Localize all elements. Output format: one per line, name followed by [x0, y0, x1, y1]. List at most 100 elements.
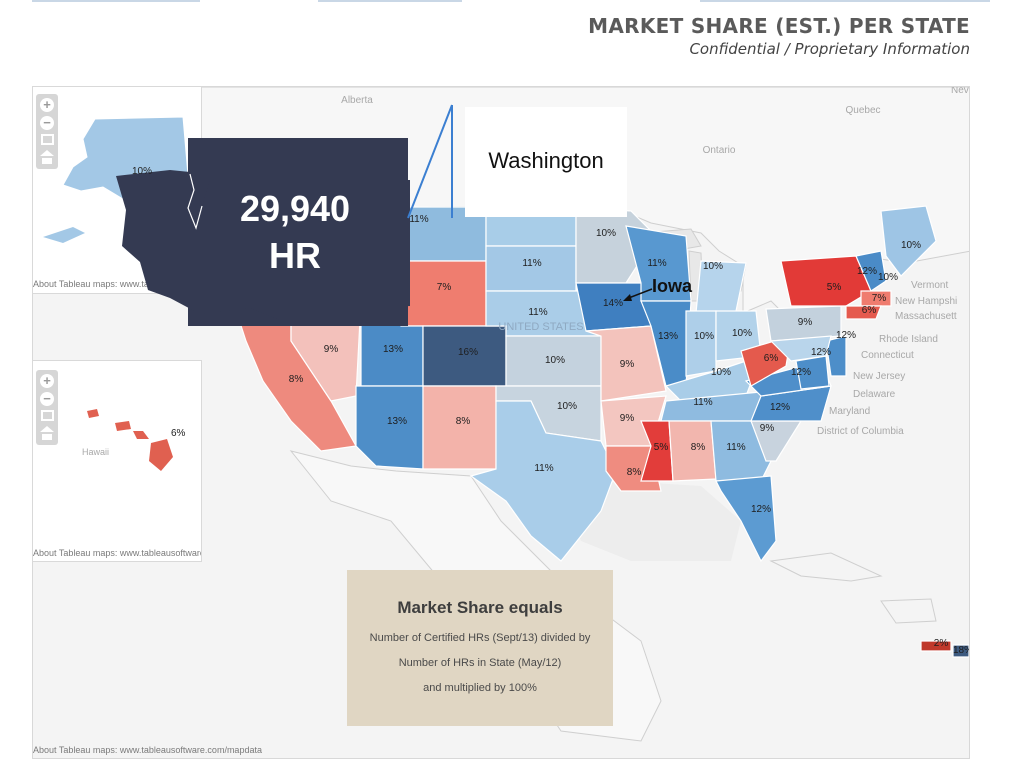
share-label-delaware: 12%	[836, 330, 856, 341]
share-label-arkansas: 9%	[620, 413, 635, 424]
zoom-out-icon[interactable]: −	[40, 116, 54, 130]
share-label-new-jersey: 12%	[811, 347, 831, 358]
share-label-illinois: 13%	[658, 331, 678, 342]
state-maine[interactable]	[880, 205, 937, 277]
state-puerto-rico[interactable]	[920, 640, 952, 652]
kauai	[87, 409, 99, 418]
state-pennsylvania[interactable]	[765, 305, 842, 342]
geo-label-rhode-island: Rhode Island	[879, 334, 938, 345]
home-icon[interactable]	[36, 426, 58, 440]
share-label-colorado: 16%	[458, 347, 478, 358]
share-label-iowa: 14%	[603, 298, 623, 309]
hawaii-credit[interactable]: About Tableau maps: www.tableausoftware.…	[33, 548, 201, 558]
share-label-california: 8%	[289, 374, 304, 385]
hawaii-map-controls: + −	[36, 370, 58, 445]
state-new-jersey[interactable]	[825, 335, 847, 377]
washington-hr-count: 29,940	[239, 188, 351, 229]
definition-line-1: Number of Certified HRs (Sept/13) divide…	[369, 632, 591, 644]
aleutians	[43, 227, 85, 243]
geo-label-new-hampshire: New Hampshi	[895, 296, 957, 307]
share-label-alabama: 8%	[691, 442, 706, 453]
geo-label-connecticut: Connecticut	[861, 350, 914, 361]
main-map-credit[interactable]: About Tableau maps: www.tableausoftware.…	[33, 745, 262, 755]
select-icon[interactable]	[40, 410, 54, 421]
geo-label-vermont: Vermont	[911, 280, 948, 291]
share-label-massachusetts: 7%	[872, 293, 887, 304]
washington-hr-unit: HR	[269, 235, 321, 276]
state-new-hampshire[interactable]	[855, 250, 887, 292]
page-title: MARKET SHARE (EST.) PER STATE	[588, 14, 970, 38]
top-rule-mid	[318, 0, 462, 2]
share-label-virgin-islands: 18%	[953, 645, 970, 656]
zoom-in-icon[interactable]: +	[40, 98, 54, 112]
cuba	[769, 552, 883, 582]
geo-label-massachusetts: Massachusett	[895, 311, 957, 322]
geo-label-quebec: Quebec	[845, 105, 880, 116]
state-missouri[interactable]	[585, 325, 667, 402]
washington-callout-label: Washington	[488, 148, 604, 173]
share-label-ohio: 10%	[732, 328, 752, 339]
share-label-connecticut: 6%	[862, 305, 877, 316]
state-new-mexico[interactable]	[422, 385, 497, 470]
gulf-of-mexico	[561, 481, 741, 561]
state-labels: 8% 9% 11% 7% 13% 16% 13% 8% 11% 11% 10% 10% 11% 10% 14…	[289, 214, 970, 656]
state-connecticut[interactable]	[845, 305, 882, 320]
alaska-map-controls: + −	[36, 94, 58, 169]
geo-labels: Alberta Ontario Quebec UNITED STATES Vermont…	[341, 87, 969, 437]
washington-callout-box	[465, 107, 627, 217]
geo-label-district-of-columbia: District of Columbia	[817, 426, 904, 437]
top-rule-left	[32, 0, 200, 2]
hispaniola	[880, 598, 937, 624]
home-icon[interactable]	[36, 150, 58, 164]
hawaii-inset[interactable]	[32, 360, 202, 562]
share-label-florida: 12%	[751, 504, 771, 515]
share-label-mississippi: 5%	[654, 442, 669, 453]
washington-shape	[116, 170, 410, 320]
share-label-kentucky: 10%	[711, 367, 731, 378]
washington-shape-svg	[116, 170, 410, 320]
definition-line-3: and multiplied by 100%	[423, 682, 537, 694]
share-label-new-mexico: 8%	[456, 416, 471, 427]
state-new-york[interactable]	[780, 255, 872, 307]
share-label-utah: 13%	[383, 344, 403, 355]
state-virgin-islands[interactable]	[952, 644, 969, 658]
share-label-indiana: 10%	[694, 331, 714, 342]
state-texas[interactable]	[469, 400, 617, 562]
iowa-arrow-head	[623, 294, 632, 301]
callout-lines	[407, 104, 453, 219]
state-massachusetts[interactable]	[860, 290, 892, 307]
zoom-out-icon[interactable]: −	[40, 392, 54, 406]
state-florida[interactable]	[715, 475, 777, 563]
definition-heading: Market Share equals	[397, 598, 563, 617]
geo-label-united-states: UNITED STATES	[498, 321, 583, 333]
share-label-georgia: 11%	[726, 442, 745, 453]
zoom-in-icon[interactable]: +	[40, 374, 54, 388]
share-label-pennsylvania: 9%	[798, 317, 813, 328]
page-header: MARKET SHARE (EST.) PER STATE Confidenti…	[588, 14, 970, 58]
maui	[133, 431, 149, 439]
share-label-west-virginia: 6%	[764, 353, 779, 364]
state-arizona[interactable]	[355, 385, 424, 470]
hawaii-svg	[33, 361, 201, 561]
share-label-nevada: 9%	[324, 344, 339, 355]
share-label-north-carolina: 12%	[770, 402, 790, 413]
share-label-kansas: 10%	[545, 355, 565, 366]
market-share-definition-box: Market Share equals Number of Certified …	[347, 570, 613, 726]
select-icon[interactable]	[40, 134, 54, 145]
state-maryland[interactable]	[769, 335, 832, 362]
puget-sound-line	[187, 173, 203, 230]
page-subtitle: Confidential / Proprietary Information	[689, 40, 970, 58]
geo-label-new-jersey: New Jersey	[853, 371, 905, 382]
share-label-wisconsin: 11%	[647, 258, 666, 269]
share-label-tennessee: 11%	[693, 397, 712, 408]
share-label-louisiana: 8%	[627, 467, 642, 478]
share-label-missouri: 9%	[620, 359, 635, 370]
share-label-maryland: 10%	[878, 272, 898, 283]
state-mississippi[interactable]	[640, 420, 674, 482]
geo-label-nev: Nev	[951, 87, 969, 96]
share-label-minnesota: 10%	[596, 228, 616, 239]
share-label-alaska: 10%	[132, 166, 153, 177]
share-label-texas: 11%	[534, 463, 553, 474]
share-label-nebraska: 11%	[528, 307, 547, 318]
geo-label-delaware: Delaware	[853, 389, 896, 400]
